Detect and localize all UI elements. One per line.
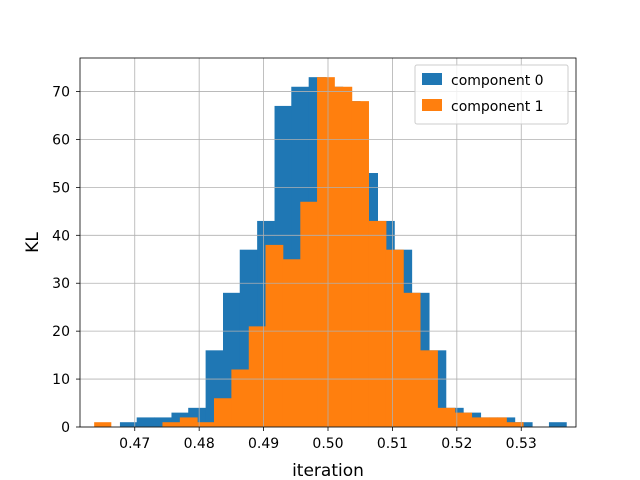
bar-component-1-bin-24: [506, 422, 524, 427]
y-tick-label-4: 40: [52, 228, 70, 244]
bar-component-1-bin-5: [179, 417, 198, 427]
bar-component-1-bin-15: [351, 101, 369, 427]
y-axis-label: KL: [23, 232, 43, 253]
x-tick-label-6: 0.53: [506, 436, 537, 452]
x-tick-label-3: 0.50: [312, 436, 343, 452]
y-tick-label-1: 10: [52, 372, 70, 388]
x-axis-label: iteration: [292, 461, 364, 480]
bar-component-1-bin-23: [489, 417, 507, 427]
bar-component-1-bin-4: [162, 422, 181, 427]
bar-component-1-bin-0: [94, 422, 112, 427]
y-tick-label-7: 70: [52, 85, 70, 101]
bar-component-1-bin-6: [197, 422, 215, 427]
bar-component-1-bin-11: [282, 259, 301, 427]
legend-swatch-component-1: [422, 99, 442, 111]
bar-component-1-bin-7: [213, 398, 232, 427]
x-tick-label-4: 0.51: [377, 436, 408, 452]
x-tick-label-1: 0.48: [184, 436, 215, 452]
y-tick-label-6: 60: [52, 132, 70, 148]
bar-component-1-bin-18: [403, 292, 421, 427]
y-tick-label-5: 50: [52, 180, 70, 196]
bar-component-1-bin-13: [317, 77, 335, 428]
bars: [94, 77, 567, 428]
bar-component-0-bin-25: [548, 422, 567, 427]
x-tick-label-5: 0.52: [441, 436, 472, 452]
y-tick-label-2: 20: [52, 324, 70, 340]
y-tick-label-3: 30: [52, 276, 70, 292]
bar-component-1-bin-21: [454, 412, 473, 427]
bar-component-1-bin-10: [265, 244, 284, 427]
legend: component 0 component 1: [414, 64, 569, 125]
legend-box: [414, 64, 569, 125]
bar-component-1-bin-16: [368, 220, 387, 427]
y-tick-label-0: 0: [61, 420, 70, 436]
bar-component-1-bin-9: [248, 326, 266, 427]
bar-component-1-bin-19: [420, 350, 438, 427]
x-tick-label-0: 0.47: [119, 436, 150, 452]
legend-swatch-component-0: [422, 73, 442, 85]
bar-component-0-bin-0: [119, 422, 138, 427]
bar-component-1-bin-17: [385, 249, 404, 427]
bar-component-0-bin-23: [514, 422, 533, 427]
bar-component-1-bin-12: [300, 201, 318, 427]
ticks: 0.47 0.48 0.49 0.50 0.51 0.52 0.53 0 10 20 30 40 50 6…: [52, 85, 537, 452]
legend-label-component-0: component 0: [451, 73, 544, 89]
bar-component-1-bin-20: [437, 407, 456, 427]
bar-component-1-bin-14: [334, 86, 353, 428]
bar-component-0-bin-1: [136, 417, 155, 427]
legend-label-component-1: component 1: [451, 99, 544, 115]
x-tick-label-2: 0.49: [248, 436, 279, 452]
bar-component-1-bin-22: [471, 417, 490, 427]
bar-component-1-bin-8: [231, 369, 250, 427]
